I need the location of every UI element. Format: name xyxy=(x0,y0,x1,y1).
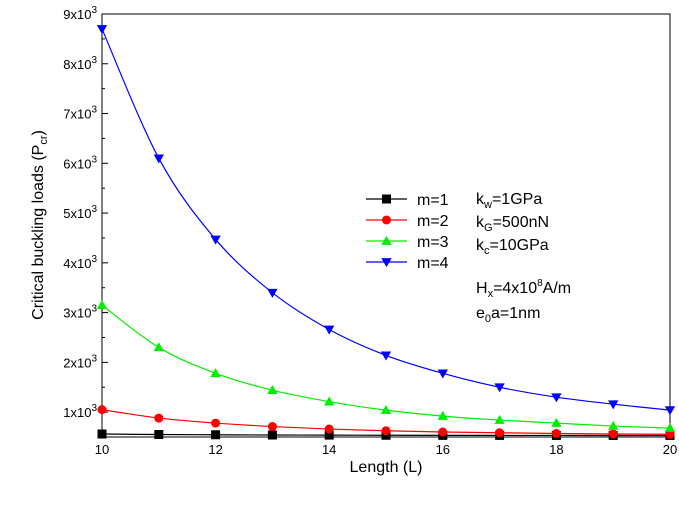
x-tick-label: 12 xyxy=(208,442,222,457)
y-tick-label: 1x103 xyxy=(63,403,97,420)
legend-label: m=1 xyxy=(417,192,449,209)
data-point xyxy=(324,396,335,406)
legend-marker xyxy=(381,258,392,268)
x-tick-label: 16 xyxy=(436,442,450,457)
data-point xyxy=(324,430,334,440)
data-point xyxy=(438,427,448,437)
data-point xyxy=(324,325,335,335)
param-e0a: e0a=1nm xyxy=(476,305,540,325)
axis-ticks: 10 12 14 16 18 20 1x103 2x103 3x103 4x103 5x103 6x1… xyxy=(63,5,677,457)
y-tick-label: 6x103 xyxy=(63,154,97,171)
data-point xyxy=(267,385,278,395)
data-point xyxy=(551,429,561,439)
data-point xyxy=(210,368,221,378)
y-axis-title: Critical buckling loads (Pcr) xyxy=(30,130,50,320)
y-tick-label: 4x103 xyxy=(63,254,97,271)
legend-item: m=1 xyxy=(366,192,449,209)
data-point xyxy=(154,430,164,440)
param-kc: kc=10GPa xyxy=(476,237,549,257)
legend-item: m=3 xyxy=(366,234,449,251)
series-2 xyxy=(97,405,675,439)
data-point xyxy=(267,288,278,298)
y-tick-label: 7x103 xyxy=(63,105,97,122)
data-point xyxy=(153,342,164,352)
legend-item: m=2 xyxy=(366,213,449,230)
plot-frame xyxy=(101,13,671,438)
data-point xyxy=(665,429,675,439)
data-point xyxy=(551,417,562,427)
param-kg: kG=500nN xyxy=(476,214,549,234)
data-point xyxy=(380,351,392,361)
data-point xyxy=(437,410,448,420)
data-point xyxy=(96,299,108,309)
legend-label: m=3 xyxy=(417,234,449,251)
data-point xyxy=(551,393,562,403)
series-4 xyxy=(96,25,676,416)
x-tick-label: 14 xyxy=(322,442,336,457)
data-point xyxy=(211,418,221,428)
data-point xyxy=(380,404,392,414)
data-point xyxy=(210,235,221,245)
y-tick-label: 9x103 xyxy=(63,5,97,22)
y-tick-label: 3x103 xyxy=(63,304,97,321)
legend-marker xyxy=(382,194,391,204)
legend-label: m=4 xyxy=(417,255,449,272)
data-point xyxy=(97,429,107,439)
data-point xyxy=(267,422,277,432)
parameter-annotations: kw=1GPa kG=500nN kc=10GPa Hx=4x108A/m e0… xyxy=(476,191,571,325)
data-point xyxy=(267,430,277,440)
x-tick-label: 20 xyxy=(663,442,677,457)
series-line xyxy=(101,28,671,411)
data-point xyxy=(324,424,334,434)
legend-label: m=2 xyxy=(417,213,449,230)
data-point xyxy=(608,429,618,439)
x-tick-label: 18 xyxy=(549,442,563,457)
series-3 xyxy=(96,299,676,432)
data-point xyxy=(154,413,164,423)
x-axis-title: Length (L) xyxy=(350,459,423,476)
data-point xyxy=(437,369,448,379)
legend-item: m=4 xyxy=(366,255,449,272)
legend-marker xyxy=(381,235,392,245)
legend-marker xyxy=(382,215,391,225)
y-tick-label: 8x103 xyxy=(63,55,97,72)
data-point xyxy=(96,25,108,35)
data-point xyxy=(97,405,107,415)
data-point xyxy=(381,426,391,436)
data-point xyxy=(664,422,676,432)
legend: m=1 m=2 m=3 m=4 xyxy=(366,192,449,272)
y-tick-label: 5x103 xyxy=(63,204,97,221)
y-tick-label: 2x103 xyxy=(63,353,97,370)
data-point xyxy=(495,428,505,438)
data-point xyxy=(211,430,221,440)
data-point xyxy=(494,414,505,424)
data-point xyxy=(494,383,505,393)
data-point xyxy=(664,406,676,416)
data-point xyxy=(608,420,619,430)
param-kw: kw=1GPa xyxy=(476,191,542,211)
data-point xyxy=(153,154,164,164)
series-layer xyxy=(96,25,676,441)
data-point xyxy=(608,400,619,410)
param-hx: Hx=4x108A/m xyxy=(476,278,571,300)
x-tick-label: 10 xyxy=(95,442,109,457)
